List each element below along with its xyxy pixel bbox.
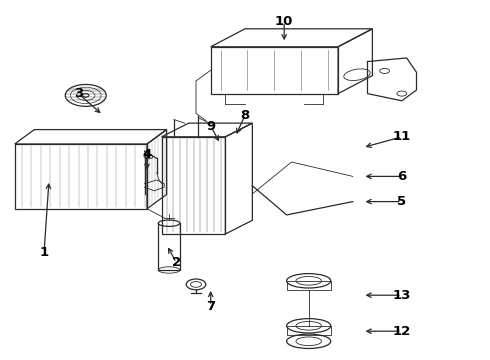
Text: 12: 12 (392, 325, 411, 338)
Text: 5: 5 (397, 195, 406, 208)
Text: 11: 11 (392, 130, 411, 143)
Text: 9: 9 (206, 120, 215, 132)
Text: 6: 6 (397, 170, 406, 183)
Text: 8: 8 (241, 109, 249, 122)
Text: 2: 2 (172, 256, 181, 269)
Text: 7: 7 (206, 300, 215, 312)
Text: 3: 3 (74, 87, 83, 100)
Text: 13: 13 (392, 289, 411, 302)
Text: 10: 10 (275, 15, 294, 28)
Text: 4: 4 (143, 148, 151, 161)
Ellipse shape (158, 220, 180, 226)
Text: 1: 1 (40, 246, 49, 258)
